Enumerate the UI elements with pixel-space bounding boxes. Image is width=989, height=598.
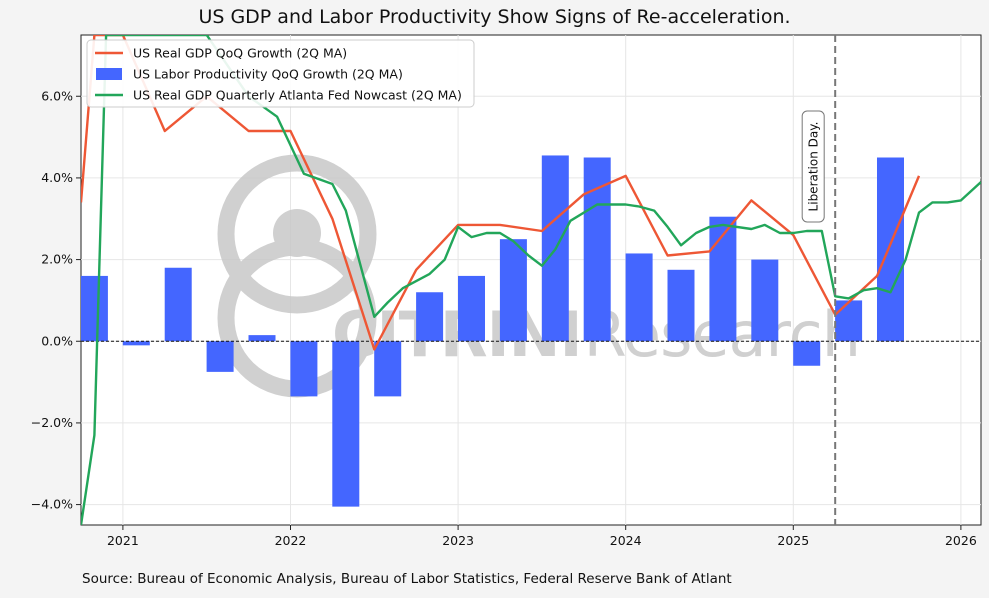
bar-3 — [206, 341, 234, 372]
plot-area — [80, 34, 982, 526]
bar-18 — [835, 300, 863, 342]
watermark-bold-text: CITRINI — [332, 298, 582, 371]
bar-9 — [458, 275, 486, 342]
bar-13 — [625, 253, 653, 342]
bar-1 — [122, 341, 150, 346]
bar-16 — [751, 259, 779, 342]
bar-10 — [499, 239, 527, 342]
y-tick-label-2: 0.0% — [41, 333, 73, 348]
x-tick-label-0: 2021 — [107, 533, 139, 548]
x-tick-label-1: 2022 — [275, 533, 307, 548]
bar-8 — [416, 292, 444, 342]
axes: −4.0% −2.0% 0.0% 2.0% 4.0% 6.0% 2021 2022 2023 20… — [31, 88, 977, 548]
y-tick-label-1: −2.0% — [31, 415, 73, 430]
x-tick-label-3: 2024 — [610, 533, 642, 548]
bar-17 — [793, 341, 821, 366]
bar-5 — [290, 341, 318, 397]
legend-box — [86, 39, 475, 108]
series-line-0 — [81, 35, 921, 351]
y-tick-label-0: −4.0% — [31, 497, 73, 512]
x-tick-label-2: 2023 — [442, 533, 474, 548]
annotation-label: Liberation Day. — [807, 122, 821, 212]
line-series — [81, 35, 981, 525]
bar-15 — [709, 216, 737, 342]
y-tick-label-3: 2.0% — [41, 252, 73, 267]
bar-2 — [164, 267, 192, 342]
legend-label-1: US Labor Productivity QoQ Growth (2Q MA) — [133, 67, 403, 82]
watermark-logo-icon — [217, 154, 377, 314]
bar-14 — [667, 269, 695, 342]
bar-4 — [248, 335, 276, 342]
x-tick-label-5: 2026 — [945, 533, 977, 548]
bar-0 — [81, 275, 108, 342]
source-note: Source: Bureau of Economic Analysis, Bur… — [82, 571, 732, 587]
annotation: Liberation Day. — [801, 35, 837, 525]
y-tick-label-4: 4.0% — [41, 170, 73, 185]
legend: US Real GDP QoQ Growth (2Q MA) US Labor P… — [86, 39, 475, 108]
legend-swatch-1 — [96, 68, 122, 80]
x-tick-label-4: 2025 — [777, 533, 809, 548]
y-tick-label-5: 6.0% — [41, 88, 73, 103]
bar-19 — [876, 157, 904, 342]
series-line-1 — [81, 35, 981, 525]
bar-7 — [374, 341, 402, 397]
bar-6 — [332, 341, 360, 507]
legend-label-0: US Real GDP QoQ Growth (2Q MA) — [133, 46, 347, 61]
chart-title: US GDP and Labor Productivity Show Signs… — [198, 6, 791, 28]
bar-series — [81, 155, 904, 507]
legend-label-2: US Real GDP Quarterly Atlanta Fed Nowcas… — [133, 88, 462, 103]
annotation-box — [801, 110, 825, 223]
